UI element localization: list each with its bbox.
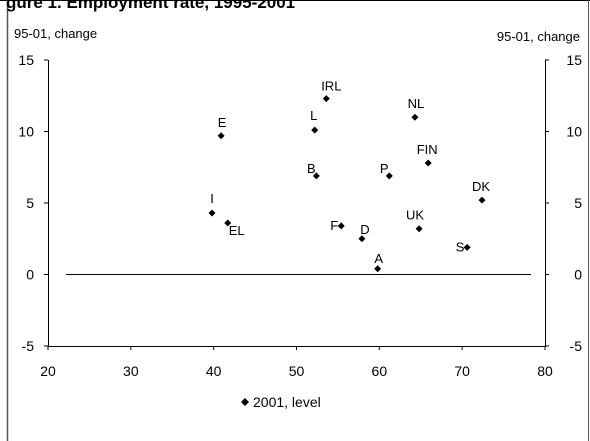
point-label-e: E — [218, 115, 227, 130]
point-label-nl: NL — [408, 96, 425, 111]
point-label-p: P — [380, 161, 389, 176]
point-irl — [322, 95, 330, 103]
point-label-irl: IRL — [321, 79, 341, 94]
point-label-fin: FIN — [417, 142, 438, 157]
point-uk — [415, 225, 423, 233]
y-tick-label-left: 0 — [26, 267, 34, 283]
y-tick-label-left: -5 — [22, 338, 35, 354]
point-l — [311, 126, 319, 134]
point-label-i: I — [210, 191, 214, 206]
x-tick-label: 30 — [123, 363, 139, 379]
x-tick-label: 60 — [372, 363, 388, 379]
x-tick-label: 80 — [537, 363, 553, 379]
x-tick-label: 40 — [206, 363, 222, 379]
y-tick-label-left: 15 — [18, 52, 34, 68]
legend: 2001, level — [241, 394, 321, 410]
point-label-d: D — [360, 222, 369, 237]
point-label-el: EL — [229, 223, 245, 238]
y-tick-label-left: 5 — [26, 195, 34, 211]
point-e — [217, 132, 225, 140]
point-d — [358, 235, 366, 243]
point-b — [312, 172, 320, 180]
point-dk — [478, 196, 486, 204]
point-i — [208, 209, 216, 217]
point-label-l: L — [310, 108, 317, 123]
point-nl — [411, 113, 419, 121]
y-tick-label-right: 15 — [566, 52, 582, 68]
legend-label: 2001, level — [253, 394, 321, 410]
point-el — [224, 219, 232, 227]
x-tick-label: 20 — [40, 363, 56, 379]
point-a — [374, 265, 382, 273]
point-s — [463, 243, 471, 251]
tick-group: -5 -5 0 0 5 5 10 10 15 15 20 30 40 50 60 70 80 — [18, 52, 582, 379]
y-tick-label-right: 5 — [574, 195, 582, 211]
clipped-heading: gure 1. Employment rate, 1995-2001 — [6, 0, 295, 12]
y-tick-label-right: 0 — [574, 267, 582, 283]
x-tick-label: 50 — [289, 363, 305, 379]
x-tick-label: 70 — [454, 363, 470, 379]
y-tick-label-left: 10 — [18, 124, 34, 140]
y-tick-label-right: 10 — [566, 124, 582, 140]
y-axis-title-right: 95-01, change — [497, 29, 580, 44]
point-label-uk: UK — [406, 208, 424, 223]
legend-marker — [241, 398, 249, 406]
point-label-dk: DK — [472, 179, 490, 194]
point-p — [385, 172, 393, 180]
y-tick-label-right: -5 — [570, 338, 583, 354]
point-label-f: F — [330, 218, 338, 233]
point-fin — [424, 159, 432, 167]
point-label-s: S — [456, 239, 465, 254]
point-label-b: B — [307, 161, 316, 176]
y-axis-title-left: 95-01, change — [14, 26, 97, 41]
point-label-a: A — [374, 251, 383, 266]
point-f — [337, 222, 345, 230]
